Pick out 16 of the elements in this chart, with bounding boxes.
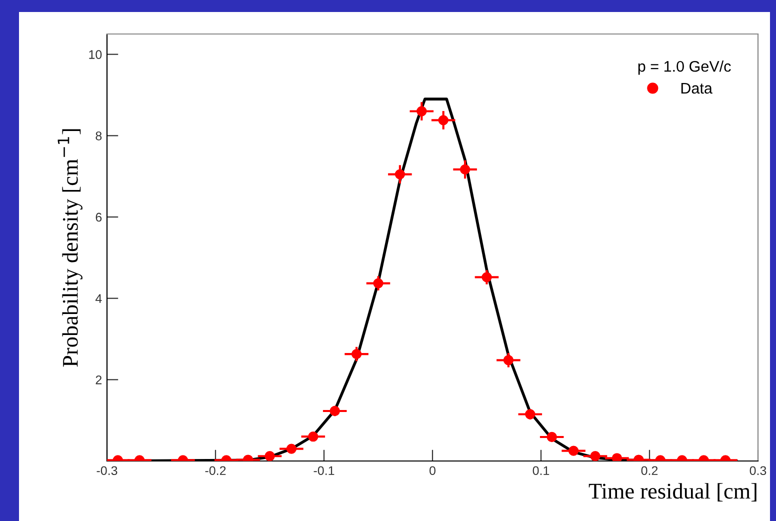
x-tick-label: 0.3 [750,466,766,476]
x-tick-label: -0.3 [96,466,118,476]
x-tick-label: 0.1 [532,466,550,476]
x-tick-label: -0.2 [205,466,226,476]
y-tick-label: 10 [89,50,102,59]
x-tick-label: 0 [430,466,436,476]
legend-title: p = 1.0 GeV/c [638,60,731,75]
y-tick-label: 4 [95,294,102,303]
legend-label: Data [681,83,712,94]
x-tick-label: 0.2 [641,466,658,476]
x-axis-title: Time residual [cm] [588,483,756,502]
y-tick-label: 2 [96,375,102,384]
y-tick-label: 6 [96,212,102,222]
y-tick-label: 8 [96,131,102,140]
y-axis-title: Probability density [cm$^{−1}$] [58,129,82,367]
x-tick-label: -0.1 [314,466,334,476]
